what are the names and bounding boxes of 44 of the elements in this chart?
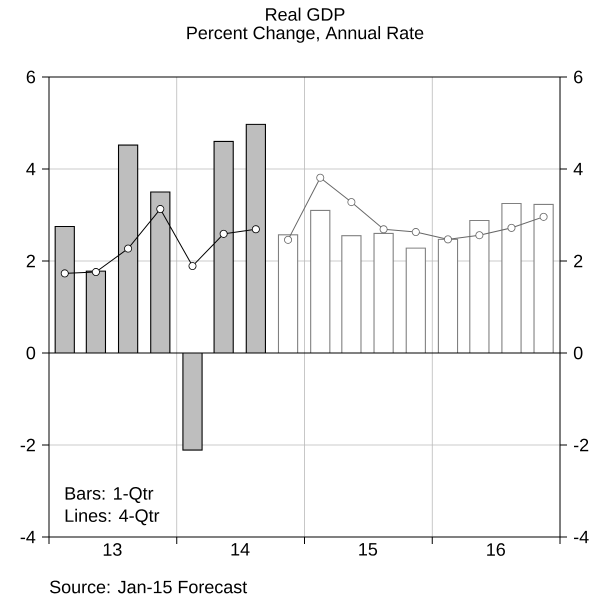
y-tick-label: 0 [26,346,36,360]
bar [533,204,554,354]
bar [469,220,490,354]
bar [501,202,522,354]
x-tick-label: 13 [104,543,122,556]
point [252,225,260,234]
y2-tick-label: 4 [574,162,583,176]
point [124,244,132,253]
source-note: Source: Jan-15 Forecast [50,580,248,594]
point [508,224,516,232]
point [60,269,69,278]
y-tick-label: -4 [20,530,36,544]
y2-tick-label: 6 [574,70,582,84]
x-tick-label: 16 [487,543,505,556]
bar [341,235,362,354]
x-tick-label: 15 [359,543,378,556]
y-tick-label: 6 [26,70,36,84]
point [347,198,356,206]
y2-tick-label: -2 [574,438,588,452]
y-tick-label: -2 [20,438,35,452]
point [156,205,164,213]
y-tick-label: 2 [26,254,35,268]
point [284,236,292,244]
point [220,230,228,238]
point [475,231,484,240]
point [444,235,452,244]
point [92,268,100,276]
bar [310,210,330,354]
annotation: Bars: 1-Qtr [66,487,154,503]
point [380,225,388,234]
chart-subtitle: Percent Change, Annual Rate [187,26,424,43]
chart-title: Real GDP [266,8,344,21]
point [412,228,420,236]
annotation: Lines: 4-Qtr [66,508,160,526]
x-tick-label: 14 [231,543,250,556]
y2-tick-label: 0 [574,346,582,360]
y2-tick-label: -4 [574,530,589,544]
y2-tick-label: 2 [574,254,582,268]
y-tick-label: 4 [26,162,36,176]
bar [278,234,298,354]
bar [406,248,426,354]
point [540,212,548,221]
point [188,262,196,270]
point [316,174,324,182]
